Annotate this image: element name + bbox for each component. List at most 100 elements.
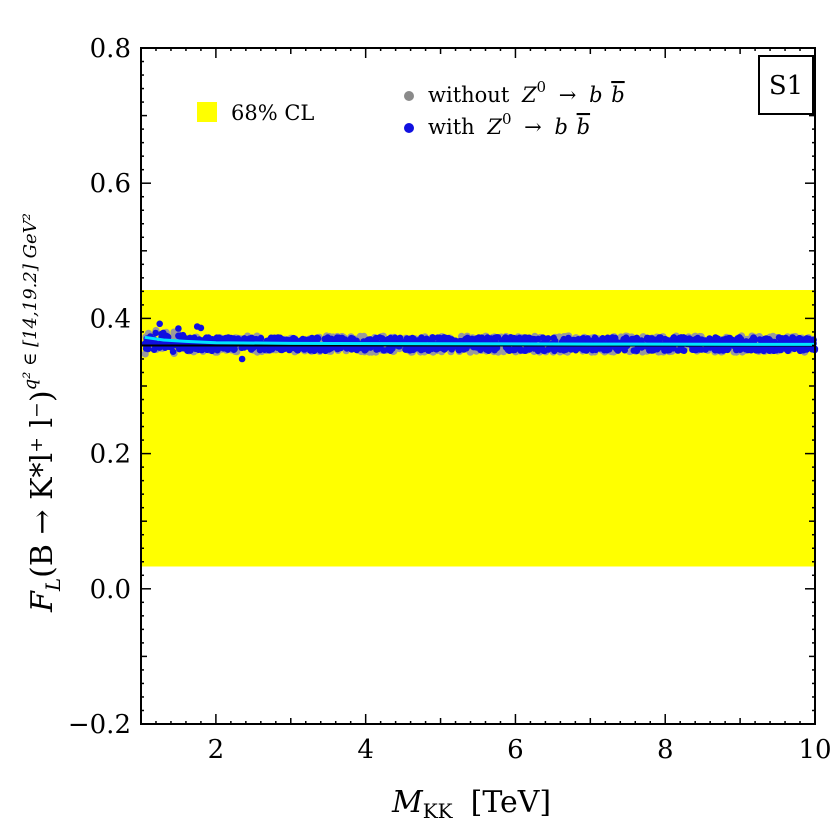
scatter-point [327, 345, 335, 352]
scatter-point-outlier [238, 355, 246, 363]
scatter-point [691, 336, 698, 344]
scatter-point [747, 346, 755, 354]
panel-label: S1 [769, 71, 803, 101]
scatter-point [203, 334, 210, 342]
y-tick-labels: −0.2 0.0 0.2 0.4 0.6 0.8 [68, 34, 131, 740]
x-tick-label: 10 [798, 735, 831, 765]
y-tick-label: 0.8 [90, 34, 131, 64]
x-tick-labels: 2 4 6 8 10 [208, 735, 832, 765]
scatter-point [749, 336, 757, 343]
scatter-point-outlier [156, 320, 163, 328]
axis-ticks [140, 47, 816, 725]
scatter-point [567, 346, 575, 353]
scatter-point [152, 329, 159, 337]
scatter-point [387, 347, 394, 355]
scatter-point [380, 347, 388, 354]
scatter-point [725, 334, 733, 342]
scatter-point [516, 334, 523, 342]
scatter-point [150, 346, 158, 354]
scatter-point [594, 337, 602, 344]
scatter-point [648, 347, 656, 354]
scatter-point [349, 345, 356, 352]
scatter-point [693, 346, 700, 354]
scatter-point [680, 347, 688, 355]
scatter-point [448, 346, 456, 353]
y-tick-label: 0.4 [90, 304, 131, 334]
scatter-point [607, 335, 615, 342]
scatter-point [322, 347, 329, 355]
scatter-point [468, 335, 476, 343]
scatter-point [306, 347, 314, 354]
scatter-point [544, 335, 552, 342]
scatter-point [715, 347, 723, 354]
x-axis-title: MKK [TeV] [391, 785, 551, 823]
scatter-point [175, 332, 182, 340]
scatter-point [518, 346, 525, 354]
fit-curve [144, 335, 816, 346]
scatter-point [308, 334, 316, 342]
scatter-point [276, 334, 284, 342]
scatter-point [290, 334, 297, 342]
scatter-point [208, 347, 216, 355]
scatter-point [755, 346, 763, 353]
scatter-point [215, 334, 223, 342]
legend-without-label: without Z0 → b b [428, 73, 625, 107]
legend-band-swatch [197, 102, 217, 122]
scatter-point [223, 335, 231, 342]
scatter-point [334, 345, 341, 353]
scatter-point [714, 335, 721, 342]
scatter-point [737, 335, 745, 343]
y-tick-label: 0.6 [90, 169, 131, 199]
scatter-point [630, 347, 638, 354]
scatter-point [269, 334, 277, 342]
scatter-point [294, 347, 302, 354]
scatter-point [192, 345, 199, 352]
scatter-point [257, 334, 265, 342]
scatter-point [445, 334, 452, 342]
scatter-point [475, 336, 482, 344]
scatter-point-outlier [197, 324, 205, 332]
scatter-point [241, 335, 248, 342]
scatter-point [568, 337, 576, 344]
scatter-point [420, 345, 427, 353]
scatter-point [327, 336, 335, 343]
scatter-point [441, 346, 448, 353]
scatter-point [550, 334, 557, 342]
scatter-point [698, 336, 706, 344]
scatter-point [396, 335, 403, 343]
y-tick-label: 0.0 [90, 575, 131, 605]
scatter-point [774, 345, 782, 353]
scatter-point [676, 334, 683, 342]
scatter-point [491, 334, 499, 342]
scatter-point [579, 346, 587, 354]
legend-without-marker [404, 91, 414, 101]
scatter-point [301, 346, 308, 353]
scatter-point [527, 345, 534, 352]
y-tick-label: −0.2 [68, 710, 131, 740]
panel-label-box [758, 55, 814, 115]
scatter-point [247, 336, 255, 344]
scatter-point [169, 348, 177, 356]
legend-with-label: with Z0 → b b [428, 105, 590, 139]
scatter-point [429, 334, 437, 341]
scatter-point [800, 346, 807, 354]
scatter-point [421, 336, 429, 344]
scatter-point [214, 346, 221, 354]
legend-band-label: 68% CL [231, 101, 314, 125]
svg-text:FL(B → K*l⁺ l⁻)q² ∈ [14,19.2]: FL(B → K*l⁺ l⁻)q² ∈ [14,19.2] GeV² [20, 213, 65, 613]
scatter-point [234, 335, 242, 343]
scatter-point [160, 329, 167, 337]
x-tick-label: 6 [507, 735, 524, 765]
scatter-point [584, 335, 591, 342]
scatter-point [604, 345, 611, 353]
scatter-point [534, 335, 542, 343]
x-tick-label: 8 [657, 735, 674, 765]
scatter-point [190, 334, 198, 342]
scatter-point [551, 347, 558, 355]
cl-band [141, 290, 815, 567]
x-tick-label: 2 [208, 735, 225, 765]
y-tick-label: 0.2 [90, 440, 131, 470]
legend-with-marker [404, 123, 414, 133]
scatter-point [796, 334, 803, 342]
